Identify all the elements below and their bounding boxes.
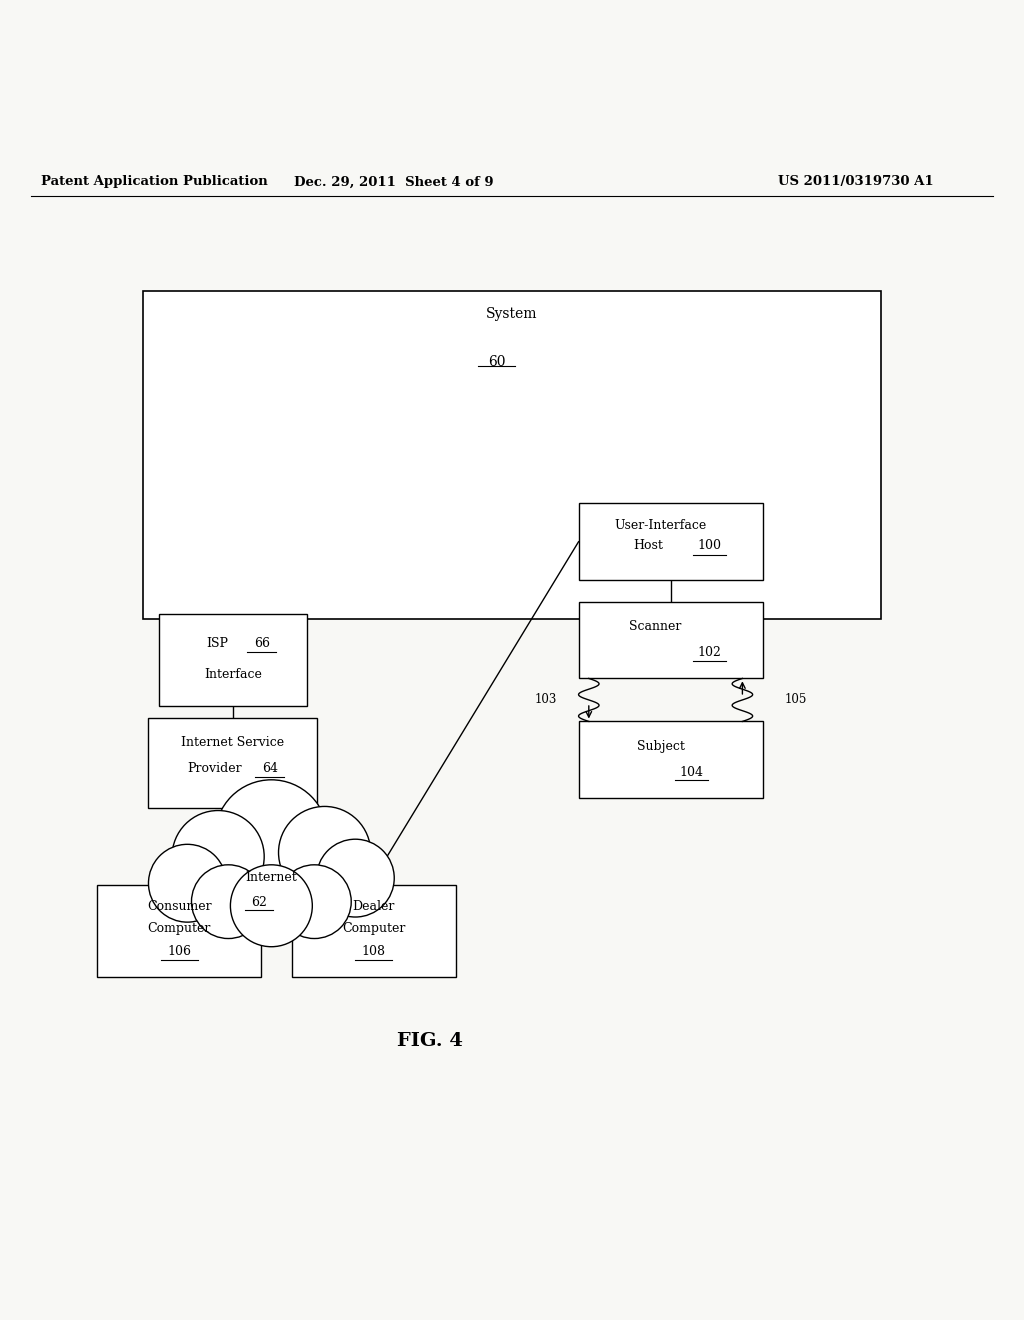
Text: Computer: Computer (342, 921, 406, 935)
FancyBboxPatch shape (579, 722, 763, 799)
Text: 100: 100 (697, 540, 722, 552)
Text: ISP: ISP (207, 638, 228, 651)
FancyBboxPatch shape (159, 614, 307, 706)
FancyBboxPatch shape (292, 886, 456, 977)
Circle shape (191, 865, 265, 939)
Text: Dealer: Dealer (352, 900, 395, 913)
Text: Subject: Subject (637, 741, 684, 752)
FancyBboxPatch shape (579, 602, 763, 678)
Text: Dec. 29, 2011  Sheet 4 of 9: Dec. 29, 2011 Sheet 4 of 9 (295, 176, 494, 189)
Text: 104: 104 (679, 766, 703, 779)
Text: Internet Service: Internet Service (181, 737, 285, 750)
Circle shape (172, 810, 264, 903)
FancyBboxPatch shape (148, 718, 317, 808)
Text: Host: Host (633, 540, 664, 552)
Circle shape (316, 840, 394, 917)
FancyBboxPatch shape (579, 503, 763, 579)
Text: Patent Application Publication: Patent Application Publication (41, 176, 267, 189)
Text: US 2011/0319730 A1: US 2011/0319730 A1 (778, 176, 934, 189)
Text: 66: 66 (254, 638, 269, 651)
Text: Consumer: Consumer (146, 900, 212, 913)
Text: Scanner: Scanner (629, 620, 682, 634)
Text: 64: 64 (262, 762, 278, 775)
Text: 105: 105 (784, 693, 807, 706)
Text: Provider: Provider (187, 762, 242, 775)
Text: 108: 108 (361, 945, 386, 958)
Text: 106: 106 (167, 945, 191, 958)
Circle shape (279, 807, 371, 899)
FancyBboxPatch shape (97, 886, 261, 977)
Text: User-Interface: User-Interface (614, 519, 707, 532)
Text: Internet: Internet (246, 871, 297, 883)
Text: 60: 60 (487, 355, 506, 368)
Text: FIG. 4: FIG. 4 (397, 1032, 463, 1049)
Text: Computer: Computer (147, 921, 211, 935)
Circle shape (148, 845, 226, 923)
FancyBboxPatch shape (143, 292, 881, 619)
Text: Interface: Interface (204, 668, 262, 681)
Circle shape (230, 865, 312, 946)
Text: System: System (486, 306, 538, 321)
Circle shape (278, 865, 351, 939)
Circle shape (215, 780, 328, 892)
Text: 103: 103 (535, 693, 557, 706)
Text: 62: 62 (251, 896, 267, 909)
Text: 102: 102 (697, 645, 722, 659)
